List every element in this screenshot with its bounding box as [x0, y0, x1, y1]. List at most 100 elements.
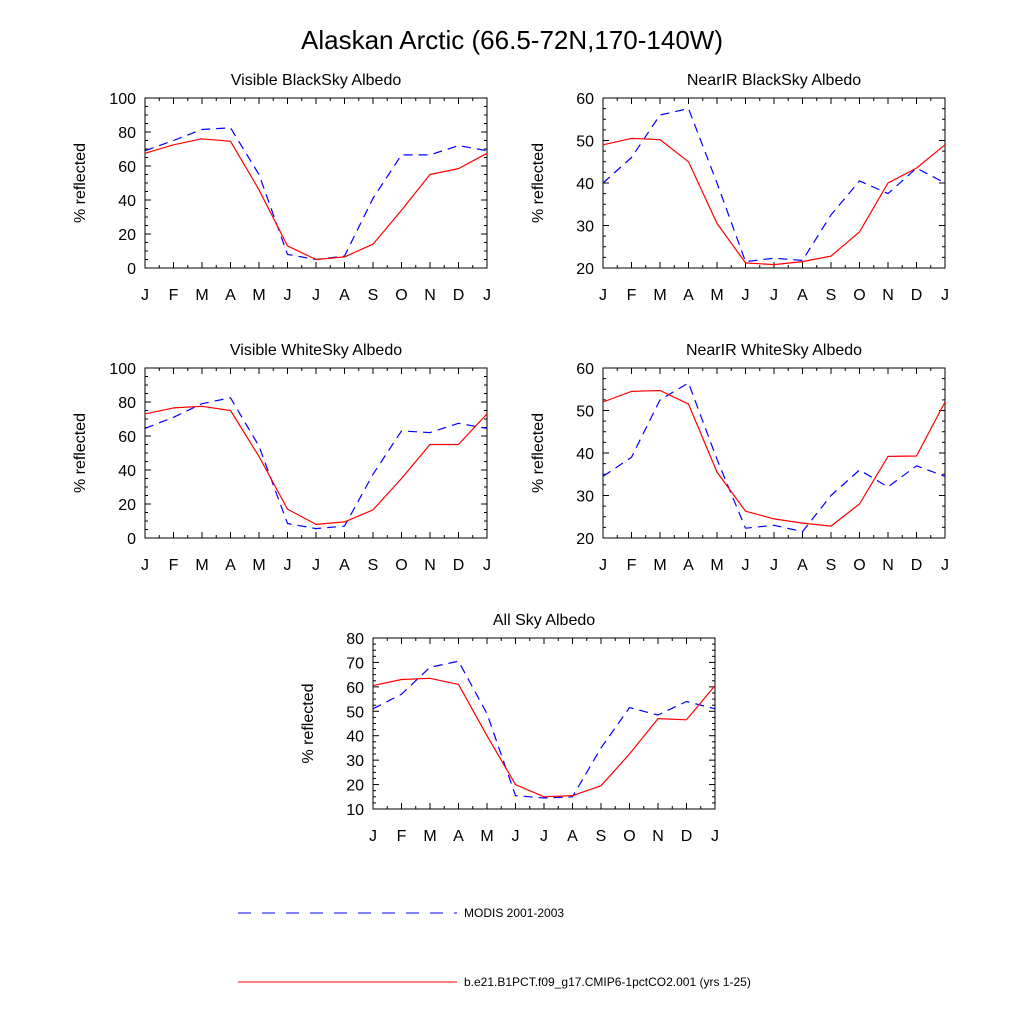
x-tick-label: J — [512, 828, 520, 845]
x-tick-label: M — [195, 287, 208, 304]
x-tick-label: O — [395, 557, 407, 574]
x-tick-label: J — [284, 557, 292, 574]
x-tick-label: J — [941, 287, 949, 304]
x-tick-label: D — [681, 828, 693, 845]
y-tick-label: 80 — [118, 125, 136, 142]
x-tick-label: F — [627, 287, 637, 304]
x-tick-label: J — [141, 287, 149, 304]
x-tick-label: O — [853, 287, 865, 304]
x-tick-label: D — [911, 557, 923, 574]
x-tick-label: M — [252, 557, 265, 574]
y-tick-label: 60 — [576, 361, 594, 378]
y-tick-label: 80 — [346, 631, 364, 648]
figure-title: Alaskan Arctic (66.5-72N,170-140W) — [301, 25, 723, 55]
y-tick-label: 20 — [118, 227, 136, 244]
y-tick-label: 50 — [576, 404, 594, 421]
x-tick-label: S — [826, 557, 837, 574]
x-tick-label: J — [369, 828, 377, 845]
series-line-modis — [144, 127, 488, 261]
series-line-modis — [372, 660, 716, 799]
y-axis-label: % reflected — [72, 143, 89, 223]
y-axis-label: % reflected — [300, 683, 317, 763]
legend-modis-label: MODIS 2001-2003 — [464, 906, 564, 920]
y-tick-label: 100 — [109, 91, 136, 108]
x-tick-label: J — [742, 287, 750, 304]
x-tick-label: D — [453, 557, 465, 574]
y-tick-label: 40 — [118, 193, 136, 210]
legend-model-label: b.e21.B1PCT.f09_g17.CMIP6-1pctCO2.001 (y… — [464, 975, 751, 989]
y-axis-label: % reflected — [72, 413, 89, 493]
x-tick-label: F — [627, 557, 637, 574]
x-tick-label: N — [424, 557, 436, 574]
plot-frame — [144, 97, 488, 269]
x-tick-label: J — [770, 287, 778, 304]
series-line-modis — [602, 382, 946, 533]
x-tick-label: S — [368, 287, 379, 304]
x-tick-label: J — [284, 287, 292, 304]
y-tick-label: 20 — [576, 261, 594, 278]
x-tick-label: J — [483, 557, 491, 574]
panel-title: NearIR BlackSky Albedo — [687, 72, 861, 89]
x-tick-label: M — [710, 287, 723, 304]
x-tick-label: A — [567, 828, 578, 845]
x-tick-label: J — [483, 287, 491, 304]
panel-title: NearIR WhiteSky Albedo — [686, 342, 862, 359]
panel-title: Visible BlackSky Albedo — [231, 72, 402, 89]
x-tick-label: N — [882, 557, 894, 574]
x-tick-label: J — [540, 828, 548, 845]
x-tick-label: J — [312, 287, 320, 304]
y-tick-label: 80 — [118, 395, 136, 412]
series-line-model — [144, 405, 488, 526]
y-tick-label: 20 — [118, 497, 136, 514]
series-line-model — [602, 137, 946, 266]
y-tick-label: 20 — [576, 531, 594, 548]
x-tick-label: J — [599, 287, 607, 304]
y-tick-label: 20 — [346, 778, 364, 795]
x-tick-label: M — [710, 557, 723, 574]
x-tick-label: O — [853, 557, 865, 574]
y-tick-label: 60 — [118, 429, 136, 446]
x-tick-label: M — [195, 557, 208, 574]
x-tick-label: J — [742, 557, 750, 574]
x-tick-label: A — [225, 557, 236, 574]
x-tick-label: A — [683, 557, 694, 574]
x-tick-label: A — [225, 287, 236, 304]
x-tick-label: N — [652, 828, 664, 845]
x-tick-label: A — [339, 557, 350, 574]
x-tick-label: J — [141, 557, 149, 574]
x-tick-label: O — [395, 287, 407, 304]
x-tick-label: F — [169, 287, 179, 304]
y-tick-label: 10 — [346, 802, 364, 819]
y-tick-label: 40 — [118, 463, 136, 480]
x-tick-label: A — [797, 557, 808, 574]
panel-title: Visible WhiteSky Albedo — [230, 342, 402, 359]
panel-title: All Sky Albedo — [493, 612, 595, 629]
series-line-modis — [602, 107, 946, 263]
x-tick-label: M — [480, 828, 493, 845]
y-tick-label: 100 — [109, 361, 136, 378]
x-tick-label: M — [653, 287, 666, 304]
y-tick-label: 60 — [118, 159, 136, 176]
x-tick-label: S — [596, 828, 607, 845]
y-axis-label: % reflected — [530, 143, 547, 223]
x-tick-label: O — [623, 828, 635, 845]
y-tick-label: 50 — [346, 704, 364, 721]
x-tick-label: J — [599, 557, 607, 574]
y-tick-label: 70 — [346, 655, 364, 672]
series-line-modis — [144, 397, 488, 530]
y-tick-label: 40 — [576, 176, 594, 193]
x-tick-label: A — [339, 287, 350, 304]
y-tick-label: 40 — [346, 729, 364, 746]
x-tick-label: M — [252, 287, 265, 304]
x-tick-label: D — [453, 287, 465, 304]
x-tick-label: F — [397, 828, 407, 845]
x-tick-label: N — [882, 287, 894, 304]
x-tick-label: A — [797, 287, 808, 304]
y-tick-label: 40 — [576, 446, 594, 463]
x-tick-label: J — [312, 557, 320, 574]
